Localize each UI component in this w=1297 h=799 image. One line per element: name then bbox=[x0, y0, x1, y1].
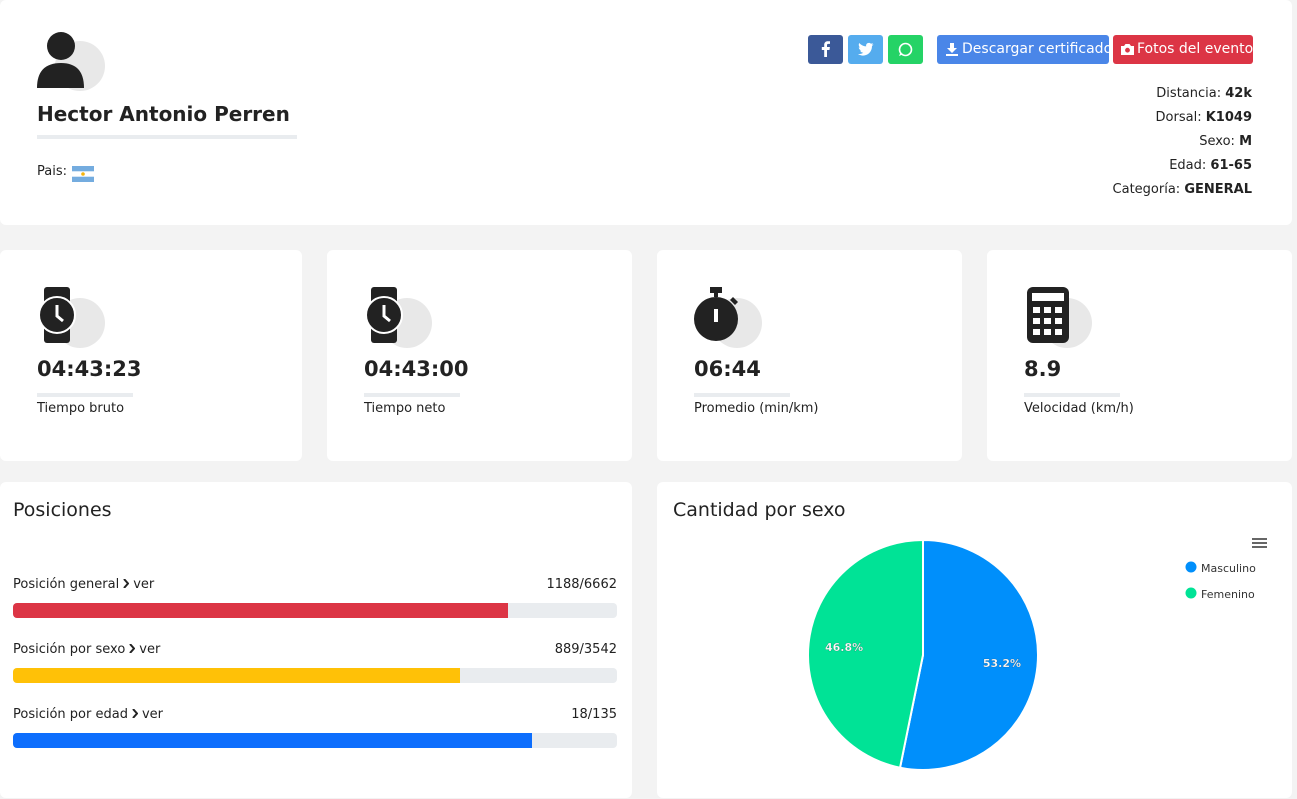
progress-bar bbox=[13, 668, 460, 683]
detail-label: Dorsal: bbox=[1155, 110, 1202, 125]
stat-card: 04:43:00 Tiempo neto bbox=[327, 250, 632, 461]
menu-icon[interactable] bbox=[1252, 538, 1267, 548]
legend-marker bbox=[1185, 561, 1197, 573]
detail-value: GENERAL bbox=[1184, 182, 1252, 197]
stat-label: Velocidad (km/h) bbox=[1024, 401, 1134, 416]
progress-track bbox=[13, 733, 617, 748]
detail-row: Dorsal: K1049 bbox=[1156, 110, 1252, 125]
country-label: Pais: bbox=[37, 164, 67, 179]
download-label: Descargar certificado bbox=[962, 41, 1113, 57]
position-label: Posición general ver bbox=[13, 577, 154, 592]
stat-icon-graphic bbox=[38, 287, 105, 348]
stat-icon bbox=[694, 287, 766, 355]
stat-label: Tiempo bruto bbox=[37, 401, 125, 416]
flag bbox=[72, 166, 94, 182]
legend-marker bbox=[1185, 587, 1197, 599]
stat-label: Tiempo neto bbox=[364, 401, 446, 416]
detail-label: Distancia: bbox=[1156, 86, 1222, 101]
progress-bar bbox=[13, 733, 533, 748]
position-result: 1188/6662 bbox=[546, 577, 617, 592]
stat-icon bbox=[364, 287, 436, 355]
stat-icon bbox=[1024, 287, 1096, 355]
detail-label: Categoría: bbox=[1112, 182, 1181, 197]
progress-bar bbox=[13, 603, 509, 618]
positions-title: Posiciones bbox=[13, 499, 112, 521]
stat-underline bbox=[37, 393, 133, 397]
photos-label: Fotos del evento bbox=[1137, 41, 1254, 57]
view-link[interactable]: ver bbox=[139, 642, 161, 657]
pie-slice bbox=[898, 538, 1039, 771]
detail-row: Sexo: M bbox=[1199, 134, 1252, 149]
slice-label: 53.2% bbox=[983, 657, 1021, 670]
chart-card: Cantidad por sexo 53.2% 46.8% Masculino Fem… bbox=[657, 482, 1292, 798]
detail-row: Edad: 61-65 bbox=[1169, 158, 1252, 173]
avatar-icon bbox=[37, 32, 105, 91]
position-name: Posición por sexo bbox=[13, 642, 126, 657]
view-link[interactable]: ver bbox=[141, 707, 163, 722]
detail-value: M bbox=[1239, 134, 1252, 149]
pie-slice bbox=[807, 538, 924, 769]
stat-card: 06:44 Promedio (min/km) bbox=[657, 250, 962, 461]
facebook-button[interactable] bbox=[808, 35, 843, 64]
twitter-button[interactable] bbox=[848, 35, 883, 64]
slice-label: 46.8% bbox=[825, 641, 863, 654]
position-result: 18/135 bbox=[571, 707, 617, 722]
position-name: Posición por edad bbox=[13, 707, 128, 722]
progress-track bbox=[13, 668, 617, 683]
view-link[interactable]: ver bbox=[133, 577, 155, 592]
stat-icon-graphic bbox=[694, 287, 762, 348]
event-photos-button[interactable]: Fotos del evento bbox=[1113, 35, 1253, 64]
stat-label: Promedio (min/km) bbox=[694, 401, 819, 416]
stat-value: 04:43:00 bbox=[364, 357, 469, 381]
stat-value: 06:44 bbox=[694, 357, 761, 381]
detail-row: Categoría: GENERAL bbox=[1113, 182, 1252, 197]
progress-track bbox=[13, 603, 617, 618]
detail-label: Sexo: bbox=[1199, 134, 1235, 149]
position-label: Posición por sexo ver bbox=[13, 642, 160, 657]
stat-value: 04:43:23 bbox=[37, 357, 142, 381]
stat-card: 04:43:23 Tiempo bruto bbox=[0, 250, 302, 461]
stat-underline bbox=[364, 393, 460, 397]
legend-label[interactable]: Masculino bbox=[1201, 562, 1256, 575]
detail-label: Edad: bbox=[1169, 158, 1207, 173]
stat-value: 8.9 bbox=[1024, 357, 1062, 381]
stat-icon-graphic bbox=[1027, 287, 1092, 348]
position-name: Posición general bbox=[13, 577, 120, 592]
detail-value: 42k bbox=[1225, 86, 1252, 101]
stat-underline bbox=[694, 393, 790, 397]
chevron-icon bbox=[132, 707, 139, 722]
stat-icon-graphic bbox=[365, 287, 432, 348]
chart-title: Cantidad por sexo bbox=[673, 499, 846, 521]
stat-underline bbox=[1024, 393, 1120, 397]
positions-card: Posiciones Posición general ver 1188/6662 P… bbox=[0, 482, 632, 798]
chevron-icon bbox=[123, 577, 130, 592]
detail-value: K1049 bbox=[1205, 110, 1252, 125]
detail-row: Distancia: 42k bbox=[1156, 86, 1252, 101]
chevron-icon bbox=[129, 642, 136, 657]
name-underline bbox=[37, 135, 297, 139]
stat-icon bbox=[37, 287, 109, 355]
profile-card: Hector Antonio Perren Pais: Descargar ce… bbox=[0, 0, 1292, 225]
detail-value: 61-65 bbox=[1210, 158, 1252, 173]
legend-label[interactable]: Femenino bbox=[1201, 588, 1255, 601]
pie-chart: 53.2% 46.8% Masculino Femenino bbox=[807, 538, 1267, 771]
stat-card: 8.9 Velocidad (km/h) bbox=[987, 250, 1292, 461]
runner-name: Hector Antonio Perren bbox=[37, 102, 290, 126]
download-certificate-button[interactable]: Descargar certificado bbox=[937, 35, 1113, 64]
whatsapp-button[interactable] bbox=[888, 35, 923, 64]
position-result: 889/3542 bbox=[554, 642, 617, 657]
position-label: Posición por edad ver bbox=[13, 707, 163, 722]
